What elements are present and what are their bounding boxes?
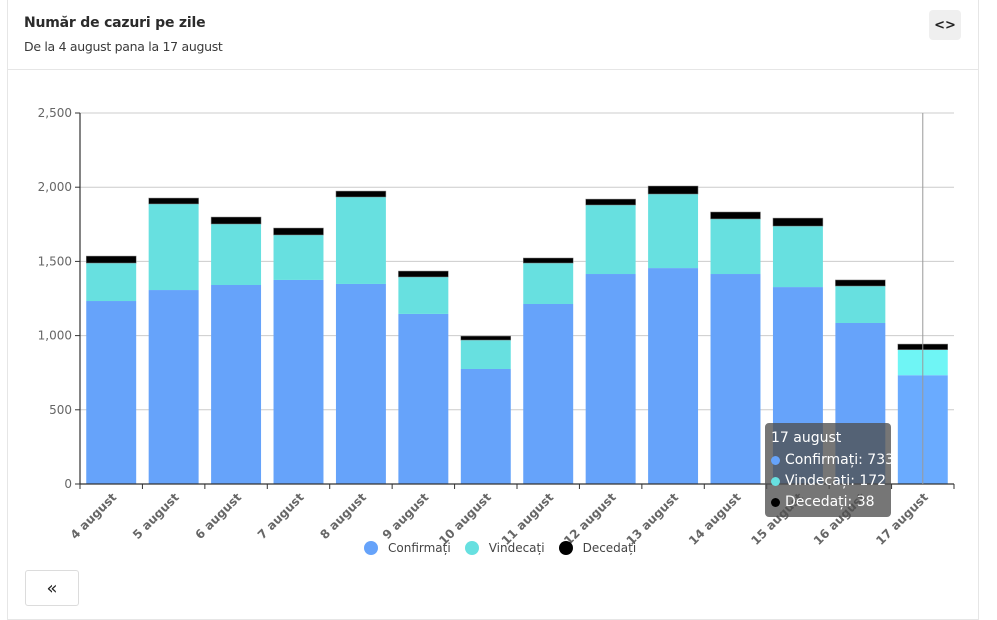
legend-dot-vindecati (464, 541, 479, 555)
bar-decedai (460, 335, 512, 341)
x-tick-label: 8 august (317, 490, 369, 542)
bar-vindecai (273, 234, 324, 280)
embed-code-button[interactable]: <> (929, 10, 961, 40)
bar-confirmai (398, 313, 449, 484)
bar-decedai (210, 216, 262, 225)
bar-vindecai (772, 226, 823, 288)
y-tick-label: 500 (49, 403, 72, 417)
bar-decedai (148, 197, 199, 205)
legend-label: Confirmați (388, 541, 451, 555)
x-tick-label: 10 august (436, 490, 494, 548)
bar-decedai (710, 211, 761, 220)
x-tick-label: 12 august (561, 490, 619, 548)
y-tick-label: 1,500 (38, 254, 72, 268)
bar-decedai (85, 255, 137, 264)
chart-tooltip: 17 august Confirmați: 733 Vindecați: 172… (765, 423, 894, 517)
card-header: Număr de cazuri pe zile De la 4 august p… (8, 0, 978, 70)
x-tick-label: 5 august (130, 490, 182, 542)
bar-confirmai (523, 303, 574, 484)
tooltip-label: Decedați: 38 (785, 494, 875, 510)
tooltip-dot-vindecati (771, 476, 780, 486)
bar-vindecai (211, 224, 262, 285)
x-tick-label: 9 august (380, 490, 432, 542)
bar-vindecai (585, 205, 636, 275)
bar-confirmai (86, 301, 137, 484)
bar-confirmai (648, 268, 699, 484)
x-tick-label: 6 august (192, 490, 244, 542)
bar-vindecai (398, 276, 449, 314)
double-chevron-left-icon: « (46, 577, 58, 599)
bar-confirmai (335, 283, 386, 484)
chart-legend: Confirmați Vindecați Decedați (364, 541, 650, 555)
tooltip-row-confirmati: Confirmați: 733 (771, 452, 894, 468)
tooltip-label: Vindecați: 172 (785, 473, 887, 489)
bar-vindecai (460, 340, 511, 369)
bar-decedai (522, 257, 574, 264)
legend-item-confirmati[interactable]: Confirmați (364, 541, 451, 555)
legend-label: Vindecați (488, 541, 545, 555)
collapse-button[interactable]: « (25, 570, 79, 606)
y-tick-label: 0 (64, 477, 72, 491)
y-tick-label: 2,000 (38, 180, 72, 194)
bar-decedai (835, 279, 886, 287)
bar-vindecai (148, 203, 199, 291)
legend-item-vindecati[interactable]: Vindecați (464, 541, 545, 555)
x-tick-label: 11 august (499, 490, 557, 548)
bar-vindecai (523, 263, 574, 304)
x-tick-label: 14 august (686, 490, 744, 548)
bar-vindecai (86, 263, 137, 302)
tooltip-dot-confirmati (771, 455, 780, 465)
bar-confirmai (273, 279, 324, 484)
bar-vindecai (335, 196, 386, 284)
tooltip-dot-decedati (771, 497, 780, 507)
tooltip-row-decedati: Decedați: 38 (771, 494, 875, 510)
tooltip-title: 17 august (771, 430, 842, 446)
bar-confirmai (211, 284, 262, 484)
bar-confirmai (460, 368, 511, 484)
bar-decedai (335, 190, 387, 198)
legend-label: Decedați (582, 541, 637, 555)
x-tick-label: 4 august (68, 490, 120, 542)
tooltip-label: Confirmați: 733 (785, 452, 895, 468)
stacked-bar-chart: 0 500 1,000 1,500 2,000 2,500 4 august 5 augus… (38, 106, 955, 548)
bar-decedai (273, 227, 324, 236)
y-axis-ticks: 0 500 1,000 1,500 2,000 2,500 (38, 106, 80, 491)
legend-dot-confirmati (364, 541, 378, 555)
y-tick-label: 2,500 (38, 106, 72, 120)
bar-decedai (772, 217, 824, 227)
tooltip-row-vindecati: Vindecați: 172 (771, 473, 886, 489)
legend-item-decedati[interactable]: Decedați (558, 541, 637, 555)
bar-decedai (585, 198, 636, 206)
chart-subtitle: De la 4 august pana la 17 august (24, 39, 223, 54)
bar-vindecai (648, 194, 699, 269)
chart-title: Număr de cazuri pe zile (24, 15, 206, 31)
bar-decedai (647, 185, 699, 195)
bar-decedai (398, 270, 449, 278)
legend-dot-decedati (558, 541, 573, 555)
x-tick-label: 13 august (624, 490, 682, 548)
x-tick-label: 7 august (255, 490, 307, 542)
bar-vindecai (710, 218, 761, 275)
code-icon: <> (934, 17, 956, 33)
bar-confirmai (710, 274, 761, 484)
bar-confirmai (585, 274, 636, 484)
bar-vindecai (835, 286, 886, 323)
y-tick-label: 1,000 (38, 329, 72, 343)
bar-confirmai (148, 290, 199, 484)
